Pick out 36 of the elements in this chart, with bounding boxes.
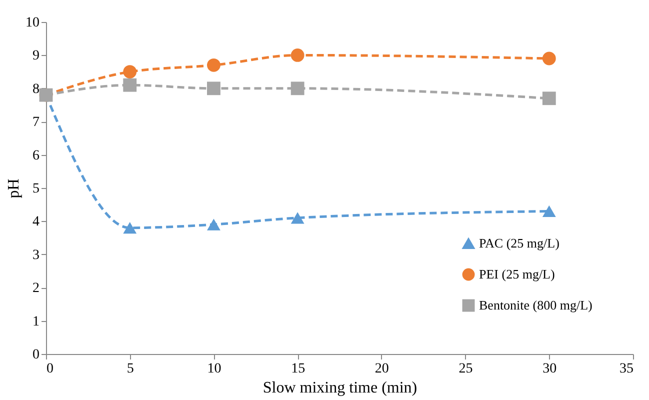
y-tick-label: 7 (32, 115, 40, 130)
x-tick-label: 10 (207, 362, 222, 376)
point (542, 92, 556, 106)
x-tick-label: 0 (46, 362, 54, 376)
point (207, 58, 220, 72)
y-tick-label: 0 (32, 348, 40, 362)
point (290, 82, 304, 96)
x-tick-label: 5 (126, 362, 134, 376)
y-tick-label: 5 (32, 182, 40, 196)
point (290, 48, 304, 62)
point (123, 222, 137, 234)
x-tick-label: 30 (542, 362, 557, 376)
point (207, 82, 220, 96)
point (207, 218, 220, 230)
point (123, 65, 137, 78)
point (542, 205, 556, 218)
legend-label: Bentonite (800 mg/L) (479, 298, 592, 312)
y-tick-label: 6 (32, 148, 40, 164)
y-tick-label: 8 (32, 82, 40, 97)
y-tick-label: 4 (32, 214, 40, 230)
legend-label: PAC (25 mg/L) (479, 236, 560, 250)
y-tick-label: 1 (32, 314, 40, 330)
y-tick-label: 9 (32, 48, 40, 64)
y-axis-title: pH (6, 178, 22, 198)
x-tick-label: 20 (374, 362, 389, 376)
x-tick-label: 35 (620, 362, 634, 376)
y-tick-label: 10 (26, 16, 40, 30)
y-tick-label: 3 (32, 248, 40, 263)
x-tick-label: 25 (458, 362, 473, 376)
point (290, 212, 304, 224)
legend-label: PEI (25 mg/L) (479, 266, 555, 282)
point (123, 78, 137, 92)
y-tick-label: 2 (32, 281, 40, 296)
x-tick-label: 15 (291, 362, 306, 376)
x-axis-title: Slow mixing time (min) (262, 380, 418, 396)
point (542, 52, 556, 66)
